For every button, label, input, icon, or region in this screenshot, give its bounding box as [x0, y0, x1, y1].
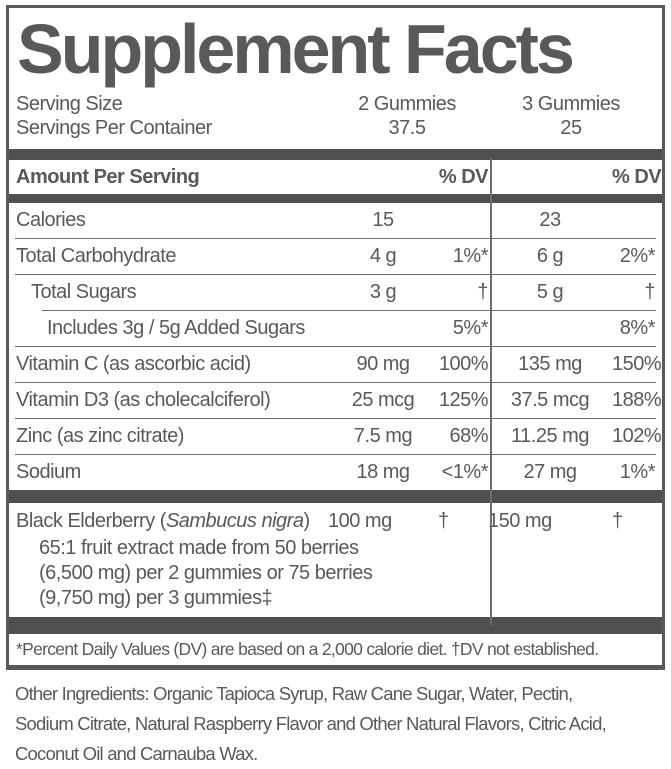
amount-per-serving-header: Amount Per Serving — [16, 165, 200, 188]
other-ingredients-line: Other Ingredients: Organic Tapioca Syrup… — [15, 683, 573, 704]
divider — [15, 238, 656, 239]
column-divider-line — [490, 158, 492, 625]
table-row-zinc: Zinc (as zinc citrate) 7.5 mg 68% 11.25 … — [16, 425, 662, 447]
divider — [15, 418, 656, 419]
servings-per-container-value-2: 25 — [560, 117, 582, 139]
servings-per-container-value-1: 37.5 — [388, 117, 426, 139]
supplement-facts-panel: Supplement Facts Serving Size 2 Gummies … — [6, 5, 665, 670]
divider — [15, 346, 656, 347]
serving-size-row: Serving Size 2 Gummies 3 Gummies — [16, 92, 655, 116]
table-row-added-sugars: Includes 3g / 5g Added Sugars 5%* 8%* — [47, 317, 656, 339]
thick-bar — [9, 490, 662, 503]
serving-size-value-3gummies: 3 Gummies — [522, 93, 620, 115]
table-header-row: Amount Per Serving % DV % DV — [9, 160, 662, 194]
servings-per-container-label: Servings Per Container — [16, 117, 212, 139]
elderberry-detail-line: (6,500 mg) per 2 gummies or 75 berries — [39, 562, 373, 584]
table-row-sodium: Sodium 18 mg <1%* 27 mg 1%* — [16, 461, 656, 483]
panel-title: Supplement Facts — [17, 10, 575, 88]
divider — [15, 274, 656, 275]
divider-indented — [42, 310, 656, 311]
percent-dv-header-2: % DV — [612, 165, 662, 188]
elderberry-detail-line: (9,750 mg) per 3 gummies‡ — [39, 587, 273, 609]
elderberry-name: Black Elderberry (Sambucus nigra) — [16, 509, 310, 532]
elderberry-detail-line: 65:1 fruit extract made from 50 berries — [39, 537, 359, 559]
table-row-total-carbohydrate: Total Carbohydrate 4 g 1%* 6 g 2%* — [16, 245, 656, 267]
other-ingredients-line: Sodium Citrate, Natural Raspberry Flavor… — [15, 713, 607, 734]
table-row-total-sugars: Total Sugars 3 g † 5 g † — [31, 281, 656, 303]
daily-value-footnote: *Percent Daily Values (DV) are based on … — [16, 639, 599, 659]
thick-bar — [9, 149, 662, 160]
serving-info: Serving Size 2 Gummies 3 Gummies Serving… — [9, 92, 662, 140]
thick-bar — [9, 194, 662, 203]
table-row-vitamin-c: Vitamin C (as ascorbic acid) 90 mg 100% … — [16, 353, 662, 375]
servings-per-container-row: Servings Per Container 37.5 25 — [16, 116, 655, 140]
other-ingredients-line: Coconut Oil and Carnauba Wax. — [15, 743, 258, 764]
divider — [15, 382, 656, 383]
other-ingredients: Other Ingredients: Organic Tapioca Syrup… — [15, 679, 667, 769]
percent-dv-header-1: % DV — [438, 165, 489, 188]
table-row-vitamin-d3: Vitamin D3 (as cholecalciferol) 25 mcg 1… — [16, 389, 662, 411]
table-row-calories: Calories 15 23 — [16, 209, 561, 231]
thick-bar — [9, 617, 662, 634]
table-row-black-elderberry: Black Elderberry (Sambucus nigra) 100 mg… — [9, 503, 662, 617]
species-name: Sambucus nigra — [165, 509, 304, 532]
serving-size-label: Serving Size — [16, 93, 123, 115]
serving-size-value-2gummies: 2 Gummies — [358, 93, 456, 115]
divider — [15, 454, 656, 455]
